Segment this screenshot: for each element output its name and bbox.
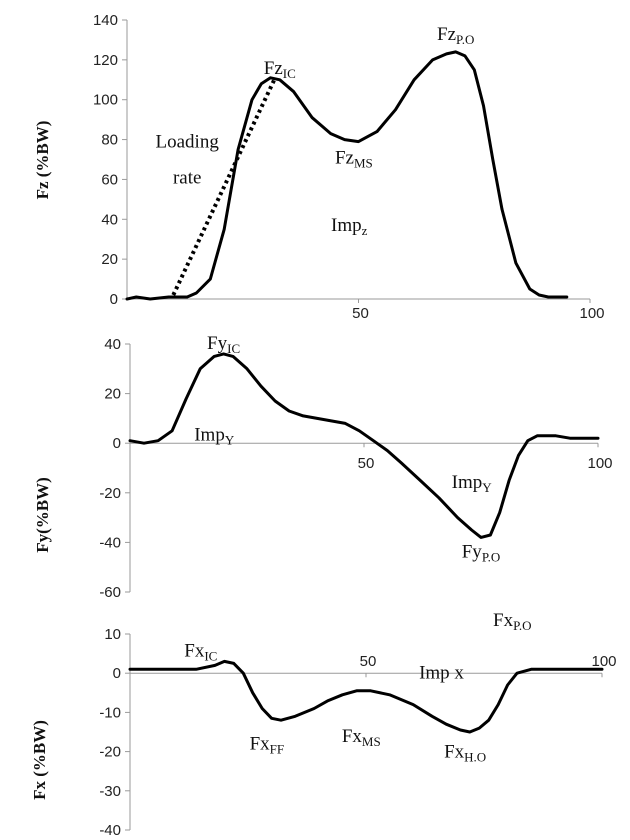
annotation-label: ImpY: [452, 472, 493, 495]
y-tick-label: 20: [101, 251, 118, 268]
y-tick-label: 60: [101, 171, 118, 188]
y-tick-label: -40: [99, 534, 121, 551]
annotation-label: rate: [173, 167, 201, 188]
annotation-label: FxIC: [184, 641, 217, 664]
y-tick-label: 10: [104, 626, 121, 643]
annotation-label: FyP.O: [462, 541, 501, 564]
y-tick-label: 40: [104, 336, 121, 353]
y-axis-label: Fy(%BW): [33, 477, 52, 553]
y-tick-label: -40: [99, 822, 121, 839]
x-tick-label: 50: [352, 305, 369, 322]
force-curve: [125, 50, 569, 301]
x-tick-label: 100: [591, 653, 616, 670]
y-axis-label: Fz (%BW): [33, 121, 52, 200]
force-curve: [128, 659, 604, 734]
y-tick-label: 20: [104, 386, 121, 403]
annotation-label: FxMS: [342, 726, 381, 749]
annotation-label: Imp x: [419, 662, 464, 683]
y-tick-label: -20: [99, 744, 121, 761]
force-curve: [128, 352, 600, 539]
y-tick-label: 0: [113, 435, 121, 452]
annotation-label: ImpY: [194, 425, 235, 448]
y-tick-label: 140: [93, 12, 118, 29]
chart-panel-3: -40 -30 -20 -10 0 10 50 100 Fx (%BW) FxIC FxP.O Imp…: [30, 610, 617, 839]
annotation-label: FzMS: [335, 147, 373, 170]
y-tick-label: -30: [99, 783, 121, 800]
x-tick-label: 50: [360, 653, 377, 670]
y-tick-label: 40: [101, 211, 118, 228]
y-axis-label: Fx (%BW): [30, 720, 49, 800]
y-tick-label: -20: [99, 485, 121, 502]
annotation-label: FzIC: [264, 58, 296, 81]
annotation-label: Impz: [331, 215, 368, 238]
y-tick-label: 80: [101, 132, 118, 149]
x-tick-label: 100: [579, 305, 604, 322]
y-tick-label: 100: [93, 92, 118, 109]
y-tick-label: 0: [110, 291, 118, 308]
y-tick-label: -60: [99, 584, 121, 601]
annotation-label: Loading: [156, 132, 220, 153]
chart-panel-1: 0 20 40 60 80 100 120 140 50 100 Fz (%BW) FzIC FzP.O…: [33, 12, 605, 322]
annotation-label: FyIC: [207, 333, 240, 356]
annotation-label: FxFF: [250, 734, 285, 757]
loading-rate-line: [171, 76, 278, 296]
chart-panel-2: -60 -40 -20 0 20 40 50 100 Fy(%BW) FyIC ImpY ImpY Fy…: [33, 333, 613, 601]
annotation-label: FxH.O: [444, 741, 486, 764]
y-tick-label: -10: [99, 704, 121, 721]
y-tick-label: 120: [93, 52, 118, 69]
annotation-label: FxP.O: [493, 610, 532, 633]
annotation-label: FzP.O: [437, 24, 474, 47]
x-tick-label: 100: [587, 455, 612, 472]
x-tick-label: 50: [358, 455, 375, 472]
y-tick-label: 0: [113, 665, 121, 682]
